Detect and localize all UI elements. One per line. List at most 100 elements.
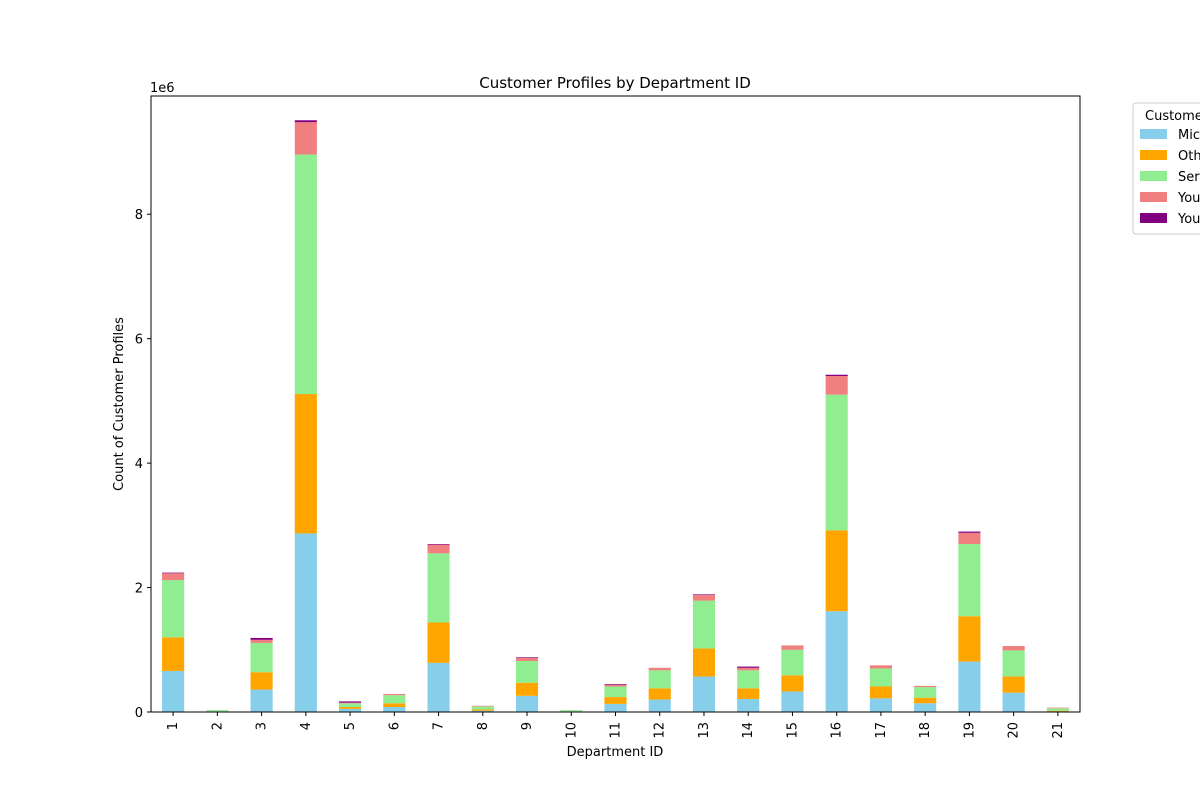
x-tick-label: 4 [299,722,314,730]
x-tick-label: 9 [520,722,535,730]
bar-segment [250,639,273,643]
bar-segment [383,695,406,704]
x-tick-label: 7 [432,722,447,730]
x-tick-label: 2 [210,722,225,730]
legend-swatch [1140,150,1167,160]
bar-segment [869,668,892,687]
x-tick-label: 14 [741,722,756,739]
bar-segment [737,670,760,689]
legend-swatch [1140,171,1167,181]
bar-segment [958,531,981,533]
legend-swatch [1140,213,1167,223]
x-ticks: 1 2 3 4 5 6 7 8 9 10 11 12 13 14 15 16 17 18 19 20 21 [166,712,1066,739]
legend-label: You [1177,191,1200,206]
legend-label: You [1177,212,1200,227]
bar-segment [737,688,760,699]
x-axis-label: Department ID [567,745,664,760]
bar-segment [162,637,185,671]
bar-segment [869,665,892,669]
x-tick-label: 21 [1051,722,1066,739]
y-multiplier-label: 1e6 [150,81,175,96]
legend-label: Mic [1178,128,1200,143]
bar-segment [825,611,848,712]
x-tick-label: 17 [874,722,889,739]
bar-segment [737,666,760,668]
bar-segment [206,710,229,712]
bar-segment [604,697,627,704]
x-tick-label: 5 [343,722,358,730]
bar-segment [1002,650,1025,677]
x-tick-label: 8 [476,722,491,730]
bar-segment [294,394,317,534]
legend-label: Ser [1178,170,1200,185]
legend-items: Mic Oth Ser You You [1140,128,1200,227]
y-tick-label: 2 [135,582,143,597]
bar-segment [648,688,671,700]
bar-segment [1002,646,1025,651]
bar-segment [427,544,450,545]
bar-segment [560,710,583,712]
x-tick-label: 3 [255,722,270,730]
bar-segment [648,667,671,671]
bar-segment [781,691,804,712]
bar-segment [294,533,317,712]
legend-swatch [1140,129,1167,139]
bar-segment [1002,692,1025,712]
bar-segment [383,703,406,708]
bar-segment [1002,676,1025,693]
bar-segment [294,122,317,155]
bar-segment [250,689,273,712]
y-tick-label: 0 [135,706,143,721]
bar-segment [162,670,185,712]
bar-segment [383,707,406,712]
bar-segment [914,687,937,698]
bar-segment [781,675,804,692]
bar-segment [471,709,494,711]
x-tick-label: 12 [653,722,668,739]
bar-segment [648,670,671,689]
bar-segment [427,553,450,623]
bar-segment [515,660,539,683]
bar-segment [781,645,804,650]
bar-segment [958,616,981,662]
bar-segment [427,622,450,663]
bar-segment [162,573,185,581]
bar-segment [958,532,981,544]
bar-segment [648,699,671,712]
bar-segment [294,120,317,123]
bar-segment [914,697,937,704]
bar-segment [515,695,539,712]
y-tick-label: 4 [135,457,143,472]
bar-segment [515,682,539,696]
x-tick-label: 6 [387,722,402,730]
x-tick-label: 13 [697,722,712,739]
bar-segment [692,595,716,601]
bar-segment [869,698,892,712]
bar-segment [339,702,362,704]
bar-segment [1046,708,1069,711]
bar-segment [515,657,539,658]
bar-segment [471,710,494,712]
bar-segment [737,698,760,712]
x-tick-label: 15 [785,722,800,739]
bar-segment [339,708,362,712]
bar-segment [250,637,273,640]
chart-title: Customer Profiles by Department ID [479,74,751,92]
bar-segment [250,672,273,690]
bar-segment [825,394,848,531]
x-tick-label: 11 [609,722,624,739]
bar-segment [692,676,716,712]
bar-segment [294,154,317,395]
bar-segment [869,686,892,699]
bar-segment [692,600,716,649]
bar-segment [162,580,185,638]
x-tick-label: 18 [918,722,933,739]
y-axis-label: Count of Customer Profiles [112,317,127,491]
bar-segment [339,707,362,709]
bar-segment [250,642,273,673]
plot-frame [150,95,1081,713]
bar-segment [1046,710,1069,712]
bar-segment [162,572,185,574]
legend-title: Custome [1145,109,1200,124]
bar-segment [781,649,804,676]
